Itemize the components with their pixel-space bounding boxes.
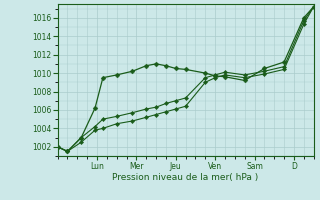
X-axis label: Pression niveau de la mer( hPa ): Pression niveau de la mer( hPa ) [112,173,259,182]
